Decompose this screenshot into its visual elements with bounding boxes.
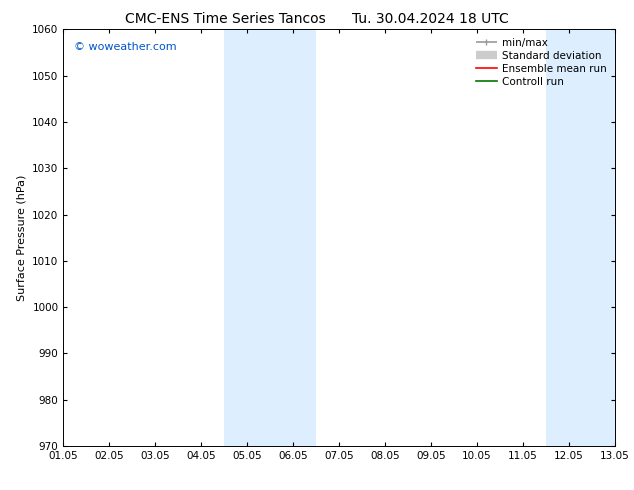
Text: CMC-ENS Time Series Tancos      Tu. 30.04.2024 18 UTC: CMC-ENS Time Series Tancos Tu. 30.04.202… xyxy=(125,12,509,26)
Bar xyxy=(224,29,316,446)
Y-axis label: Surface Pressure (hPa): Surface Pressure (hPa) xyxy=(16,174,27,301)
Bar xyxy=(546,29,634,446)
Text: © woweather.com: © woweather.com xyxy=(74,42,177,52)
Legend: min/max, Standard deviation, Ensemble mean run, Controll run: min/max, Standard deviation, Ensemble me… xyxy=(472,34,611,91)
